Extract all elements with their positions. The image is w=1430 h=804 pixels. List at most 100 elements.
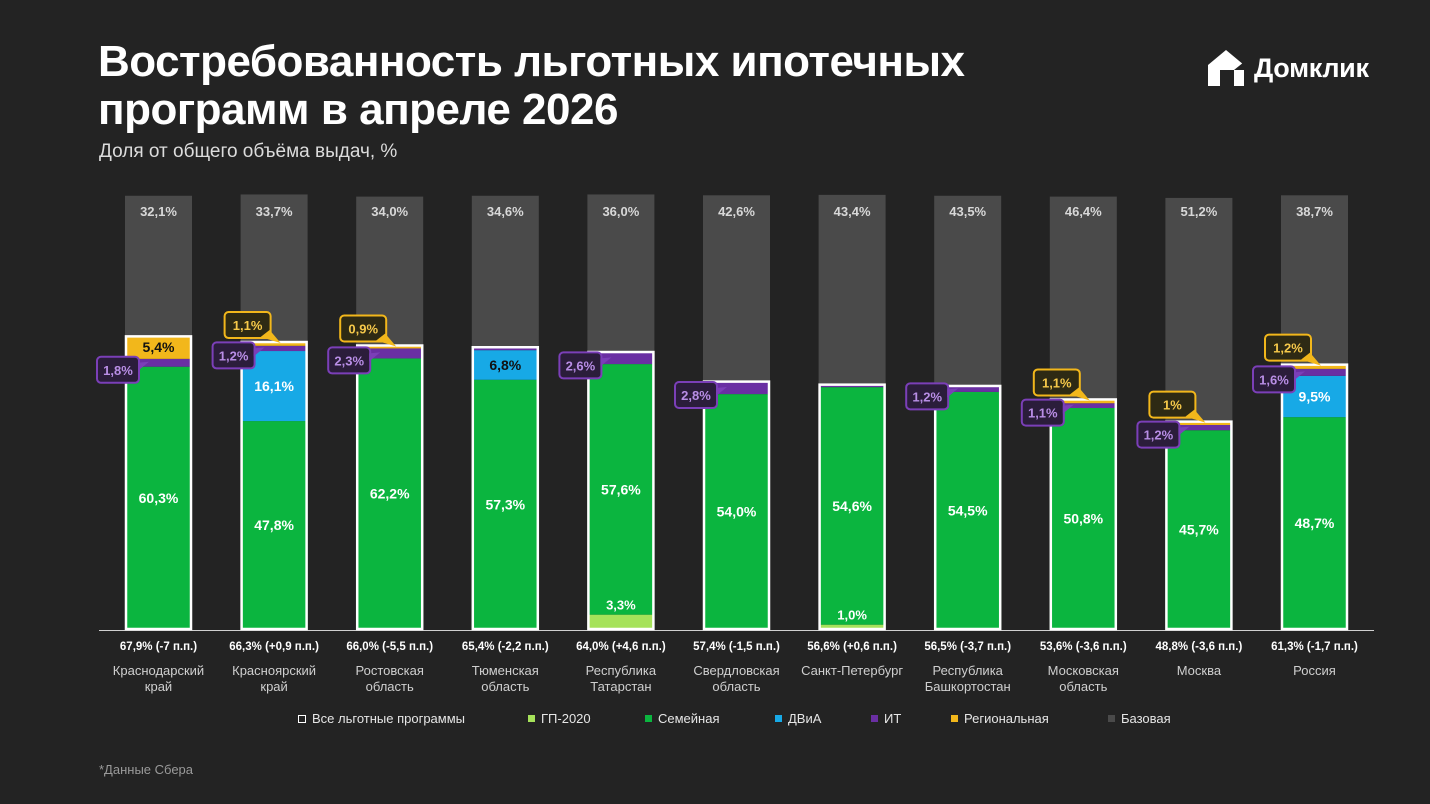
base-value-label: 51,2% xyxy=(1180,204,1217,219)
regional-callout-box xyxy=(339,314,388,343)
base-value-label: 33,7% xyxy=(256,204,293,219)
base-value-label: 34,0% xyxy=(371,204,408,219)
category-label: Республика xyxy=(932,663,1003,678)
bar-segment-it xyxy=(1281,368,1348,376)
it-callout-pointer xyxy=(253,347,265,357)
it-callout: 1,2% xyxy=(1136,420,1190,449)
base-value-label: 36,0% xyxy=(602,204,639,219)
category-label: Свердловская xyxy=(693,663,779,678)
it-callout-pointer xyxy=(369,352,381,362)
total-share-label: 66,3% (+0,9 п.п.) xyxy=(229,641,319,653)
it-callout-pointer xyxy=(1178,426,1190,436)
total-share-label: 57,4% (-1,5 п.п.) xyxy=(693,641,780,653)
legend-item-family: Семейная xyxy=(645,711,720,726)
it-callout: 1,2% xyxy=(211,341,265,370)
bar-segment-family xyxy=(240,421,308,629)
total-share-label: 61,3% (-1,7 п.п.) xyxy=(1271,641,1358,653)
it-callout-pointer xyxy=(138,361,149,371)
regional-callout-box xyxy=(1032,368,1081,397)
bar-group: 34,6% 57,3% 6,8% xyxy=(471,195,540,631)
benefit-outline xyxy=(355,344,424,631)
bar-segment-family xyxy=(471,379,539,629)
bar-segment-base xyxy=(818,194,886,384)
regional-callout-pointer xyxy=(1185,409,1206,423)
it-callout-pointer xyxy=(600,357,612,367)
chart-subtitle: Доля от общего объёма выдач, % xyxy=(99,141,398,162)
category-label: Москва xyxy=(1177,663,1222,678)
it-value-label: 1,2% xyxy=(219,348,249,363)
regional-callout-box xyxy=(223,311,272,340)
legend-swatch xyxy=(775,715,782,722)
bar-segment-regional xyxy=(240,341,308,346)
category-label: Россия xyxy=(1293,663,1336,678)
family-value-label: 60,3% xyxy=(139,490,179,506)
chart-legend: Все льготные программы ГП-2020 Семейная ДВи… xyxy=(0,711,1430,729)
bar-group: 51,2% 45,7% xyxy=(1165,197,1233,631)
regional-callout: 1,2% xyxy=(1264,333,1321,366)
category-label: область xyxy=(366,679,414,694)
bar-segment-family xyxy=(125,366,192,629)
base-value-label: 32,1% xyxy=(140,204,177,219)
it-value-label: 1,2% xyxy=(1144,428,1174,443)
bar-segment-base xyxy=(125,195,192,336)
bar-segment-it xyxy=(587,352,655,365)
legend-label: ИТ xyxy=(884,711,902,726)
family-value-label: 54,5% xyxy=(948,502,988,518)
category-label: край xyxy=(145,679,172,694)
base-value-label: 46,4% xyxy=(1065,204,1102,219)
it-callout-pointer xyxy=(947,388,959,398)
it-callout: 1,1% xyxy=(1020,398,1074,427)
family-value-label: 57,6% xyxy=(601,481,641,497)
family-value-label: 57,3% xyxy=(485,496,525,512)
total-share-label: 66,0% (-5,5 п.п.) xyxy=(346,641,433,653)
logo-text: Домклик xyxy=(1254,52,1369,83)
category-label: Тюменская xyxy=(472,663,539,678)
bar-group: 42,6% 54,0% xyxy=(702,195,771,631)
benefit-outline xyxy=(471,346,540,631)
it-callout: 1,6% xyxy=(1252,365,1305,394)
bar-segment-it xyxy=(125,358,192,367)
legend-label: Региональная xyxy=(964,711,1049,726)
bar-segment-family xyxy=(356,358,424,629)
regional-value-label: 5,4% xyxy=(143,339,175,355)
bar-segment-regional xyxy=(1049,398,1117,404)
dvia-value-label: 9,5% xyxy=(1299,388,1331,404)
it-callout: 2,8% xyxy=(674,381,727,410)
total-share-label: 64,0% (+4,6 п.п.) xyxy=(576,641,666,653)
bar-segment-base xyxy=(587,194,655,352)
legend-item-regional: Региональная xyxy=(951,711,1049,726)
benefit-outline xyxy=(587,350,655,631)
benefit-outline xyxy=(1280,363,1349,631)
bar-group: 43,4% 54,6% 1,0% xyxy=(818,194,886,631)
bar-segment-it xyxy=(356,348,424,359)
total-share-label: 53,6% (-3,6 п.п.) xyxy=(1040,641,1127,653)
legend-label: Все льготные программы xyxy=(312,711,466,726)
legend-swatch xyxy=(528,715,535,722)
bar-segment-it xyxy=(934,386,1002,392)
regional-value-label: 1,1% xyxy=(233,318,263,333)
bar-segment-family xyxy=(587,364,655,615)
category-label: Республика xyxy=(586,663,657,678)
regional-callout: 1,1% xyxy=(1032,368,1090,401)
legend-item-all: Все льготные программы xyxy=(298,711,465,726)
category-label: край xyxy=(260,679,287,694)
it-callout-pointer xyxy=(1294,371,1305,381)
total-share-label: 67,9% (-7 п.п.) xyxy=(120,641,197,653)
regional-value-label: 1,2% xyxy=(1273,341,1303,356)
legend-swatch xyxy=(951,715,958,722)
it-value-label: 1,8% xyxy=(103,363,133,378)
family-value-label: 62,2% xyxy=(370,486,410,502)
family-value-label: 45,7% xyxy=(1179,522,1219,538)
bar-segment-gp2020 xyxy=(587,614,655,629)
bar-segment-regional xyxy=(125,335,192,359)
bar-segment-it xyxy=(1165,424,1233,431)
bar-segment-family xyxy=(703,394,770,629)
legend-swatch xyxy=(1108,715,1115,722)
bar-segment-it xyxy=(471,347,539,351)
regional-callout: 1% xyxy=(1148,390,1206,423)
legend-label: ДВиА xyxy=(788,711,822,726)
family-value-label: 54,0% xyxy=(717,504,757,520)
base-value-label: 34,6% xyxy=(487,204,524,219)
legend-item-gp2020: ГП-2020 xyxy=(528,711,591,726)
